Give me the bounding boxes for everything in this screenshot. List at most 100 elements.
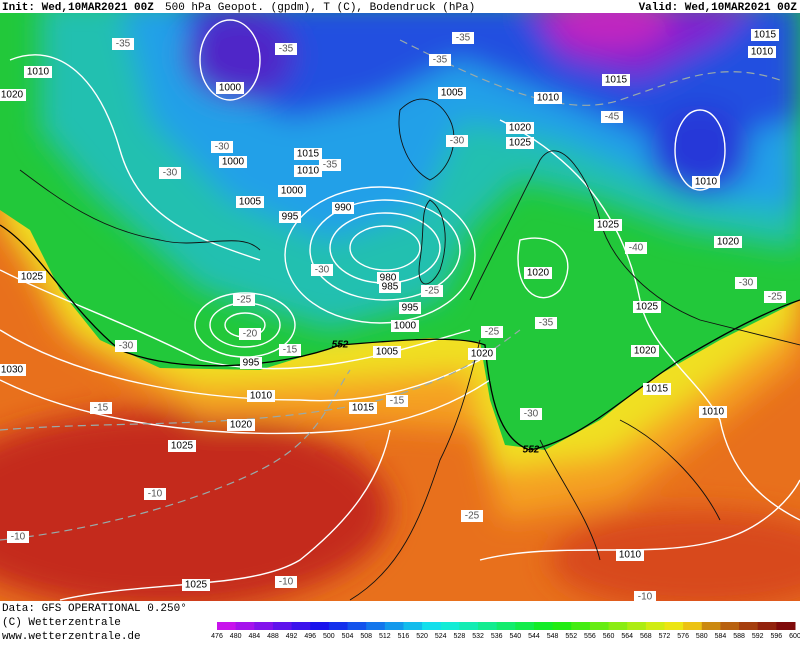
- label-box: [275, 576, 297, 588]
- colorbar-swatch: [496, 622, 516, 630]
- colorbar-label: 508: [360, 633, 372, 640]
- label-box: [692, 176, 720, 188]
- isobars: [0, 19, 800, 601]
- label-box: [625, 242, 647, 254]
- colorbar-swatch: [217, 622, 237, 630]
- contour-label: 552: [523, 445, 540, 456]
- label-box: [379, 281, 401, 293]
- contour-label: 1025: [509, 138, 532, 149]
- contour-label: 1010: [537, 93, 560, 104]
- label-box: [349, 402, 377, 414]
- contour-label: -15: [283, 345, 298, 356]
- contour-label: 1020: [471, 349, 494, 360]
- colorbar-swatch: [515, 622, 535, 630]
- website: www.wetterzentrale.de: [2, 631, 141, 642]
- contour-label: 1025: [185, 580, 208, 591]
- label-box: [391, 320, 419, 332]
- colorbar-label: 600: [789, 633, 800, 640]
- colorbar-swatch: [440, 622, 460, 630]
- contour-label: 1020: [717, 237, 740, 248]
- label-box: [90, 402, 112, 414]
- contour-label: -35: [279, 44, 294, 55]
- colorbar-label: 488: [267, 633, 279, 640]
- colorbar-swatch: [552, 622, 572, 630]
- map-field: [0, 12, 800, 601]
- label-box: [319, 159, 341, 171]
- colorbar-swatch: [571, 622, 591, 630]
- contour-label: -25: [485, 327, 500, 338]
- label-box: [279, 211, 301, 223]
- contour-label: 1015: [297, 149, 320, 160]
- contour-label: -45: [605, 112, 620, 123]
- colorbar-label: 480: [230, 633, 242, 640]
- contour-label: 1010: [250, 391, 273, 402]
- colorbar-label: 592: [752, 633, 764, 640]
- contour-label: -30: [524, 409, 539, 420]
- valid-time: Valid: Wed,10MAR2021 00Z: [639, 2, 798, 14]
- colorbar-label: 500: [323, 633, 335, 640]
- colorbar-label: 540: [509, 633, 521, 640]
- label-box: [429, 54, 451, 66]
- label-box: [182, 579, 210, 591]
- colorbar-swatch: [310, 622, 330, 630]
- label-box: [534, 92, 562, 104]
- label-box: [18, 271, 46, 283]
- contour-label: 995: [282, 212, 299, 223]
- colorbar-swatch: [627, 622, 647, 630]
- contour-label: 1025: [636, 302, 659, 313]
- contour-label: -30: [119, 341, 134, 352]
- contour-label: 990: [335, 203, 352, 214]
- label-box: [247, 390, 275, 402]
- contour-label: 1010: [27, 67, 50, 78]
- contour-label: 1030: [1, 365, 24, 376]
- colorbar-label: 484: [248, 633, 260, 640]
- colorbar-swatch: [478, 622, 498, 630]
- colorbar-swatch: [739, 622, 759, 630]
- label-box: [446, 135, 468, 147]
- label-box: [332, 202, 354, 214]
- label-box: [643, 383, 671, 395]
- contour-label: 1015: [352, 403, 375, 414]
- colorbar-label: 516: [398, 633, 410, 640]
- label-box: [112, 38, 134, 50]
- contour-label: 1000: [281, 186, 304, 197]
- contour-label: -30: [163, 168, 178, 179]
- colorbar-label: 572: [659, 633, 671, 640]
- isotherms: [0, 39, 781, 541]
- label-box: [452, 32, 474, 44]
- contour-label: -10: [11, 532, 26, 543]
- label-box: [506, 137, 534, 149]
- label-box: [520, 408, 542, 420]
- colorbar-label: 564: [621, 633, 633, 640]
- colorbar-label: 512: [379, 633, 391, 640]
- label-box: [631, 345, 659, 357]
- colorbar-label: 544: [528, 633, 540, 640]
- contour-label: 980: [380, 273, 397, 284]
- contour-label: -15: [94, 403, 109, 414]
- label-box: [616, 549, 644, 561]
- contour-label: 1025: [597, 220, 620, 231]
- colorbar-label: 556: [584, 633, 596, 640]
- label-box: [0, 89, 26, 101]
- contour-label: -10: [638, 592, 653, 603]
- label-box: [211, 141, 233, 153]
- contour-label: 1000: [394, 321, 417, 332]
- contour-label: -40: [629, 243, 644, 254]
- colorbar-label: 580: [696, 633, 708, 640]
- contour-label: -35: [539, 318, 554, 329]
- label-box: [594, 219, 622, 231]
- label-box: [468, 348, 496, 360]
- label-box: [239, 328, 261, 340]
- colorbar-label: 524: [435, 633, 447, 640]
- colorbar-swatch: [254, 622, 274, 630]
- contour-label: 1000: [219, 83, 242, 94]
- label-box: [748, 46, 776, 58]
- colorbar-label: 596: [771, 633, 783, 640]
- contour-label: -35: [116, 39, 131, 50]
- colorbar-swatch: [645, 622, 665, 630]
- contour-label: -15: [390, 396, 405, 407]
- colorbar-label: 504: [342, 633, 354, 640]
- colorbar-label: 496: [304, 633, 316, 640]
- label-box: [168, 440, 196, 452]
- colorbar-label: 520: [416, 633, 428, 640]
